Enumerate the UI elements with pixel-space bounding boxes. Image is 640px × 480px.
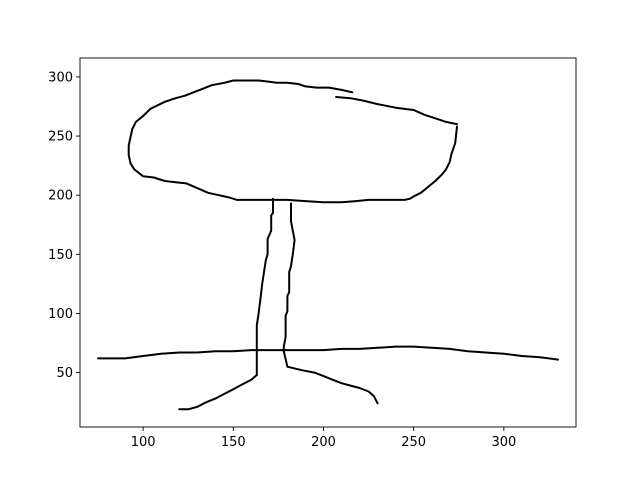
x-tick-label: 150 [221,435,246,450]
plot-frame [79,57,577,428]
series-line-5 [97,345,559,361]
series-line-7 [282,350,379,405]
series-layer [97,79,559,411]
x-tick-label: 300 [491,435,516,450]
y-tick-label: 250 [48,130,73,145]
y-tick-label: 300 [48,70,73,85]
y-tick-label: 100 [48,307,73,322]
x-tick-label: 250 [401,435,426,450]
series-line-1 [127,79,458,204]
y-tick-label: 200 [48,189,73,204]
x-axis: 100 150 200 250 300 [131,427,516,450]
y-tick-label: 150 [48,248,73,263]
y-tick-label: 50 [56,366,73,381]
series-line-6 [178,374,258,411]
series-line-3 [255,197,274,376]
series-line-2 [335,96,458,126]
x-tick-label: 100 [131,435,156,450]
x-tick-label: 200 [311,435,336,450]
series-line-4 [282,202,296,353]
y-axis: 50 100 150 200 250 300 [48,70,80,381]
